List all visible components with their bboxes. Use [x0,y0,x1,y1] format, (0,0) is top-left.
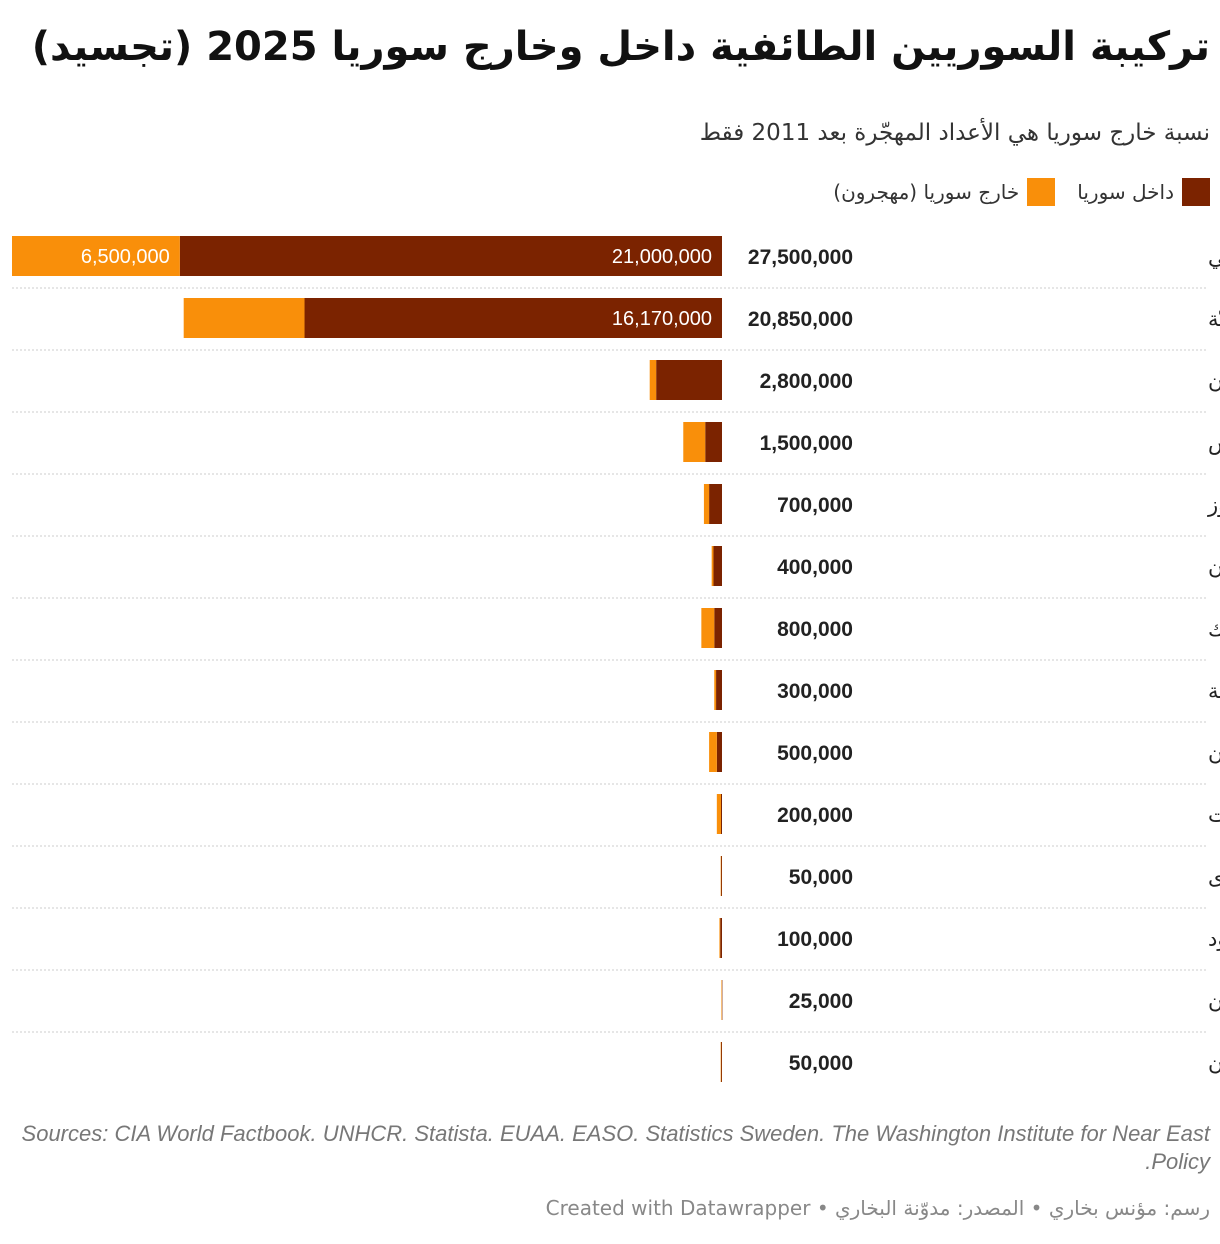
legend-swatch-inside [1182,178,1210,206]
total-label-1: 20,850,000 [748,308,853,331]
total-label-6: 800,000 [777,618,853,641]
bar-inside-13 [720,1042,722,1082]
bar-inside-5 [713,546,722,586]
total-label-13: 50,000 [789,1052,853,1075]
bar-outside-3 [683,422,706,462]
chart-subtitle: نسبة خارج سوريا هي الأعداد المهجّرة بعد … [699,120,1210,146]
legend-label-outside: خارج سوريا (مهجرون) [833,180,1020,204]
bar-outside-8 [709,732,717,772]
total-label-10: 50,000 [789,866,853,889]
total-label-12: 25,000 [789,990,853,1013]
bar-inside-6 [714,608,722,648]
bar-inside-1 [304,298,722,338]
bar-chart: 21,000,000 6,500,000 27,500,000 الإجمالي 16,… [12,236,1220,1082]
total-label-0: 27,500,000 [748,246,853,269]
category-label-5: المسلمون الإسماعيليون [1208,555,1220,579]
category-label-8: المسيحيون الآشوريون [1208,741,1220,765]
bar-inside-3 [705,422,722,462]
total-label-2: 2,800,000 [760,370,853,393]
bar-outside-6 [701,608,715,648]
bar-inside-9 [720,794,722,834]
bar-outside-13 [720,1042,722,1082]
total-label-3: 1,500,000 [760,432,853,455]
category-label-6: المسيحيون الكاثوليك [1208,617,1220,641]
category-label-1: المسلمون السنّة [1208,307,1220,331]
total-label-7: 300,000 [777,680,853,703]
category-label-7: المسلمون الشيعة الاثنا عشرية [1208,679,1220,703]
legend-item-outside: خارج سوريا (مهجرون) [833,178,1056,206]
total-label-4: 700,000 [777,494,853,517]
category-label-11: اليهود [1208,927,1220,951]
bar-inside-7 [716,670,722,710]
legend-swatch-outside [1027,178,1056,206]
bar-outside-label-0: 6,500,000 [81,246,170,268]
bar-inside-11 [720,918,722,958]
total-label-11: 100,000 [777,928,853,951]
bar-outside-2 [649,360,657,400]
category-label-4: الدروز [1207,493,1220,517]
sources-note: Sources: CIA World Factbook. UNHCR. Stat… [21,1121,1210,1174]
bar-inside-10 [720,856,722,896]
bar-outside-12 [721,980,722,1020]
bar-outside-4 [703,484,710,524]
credit-footer: رسم: مؤنس بخاري • المصدر: مدوّنة البخاري… [545,1196,1210,1220]
bar-outside-5 [711,546,714,586]
category-label-13: اليزيديون [1208,1051,1220,1075]
bar-outside-11 [719,918,721,958]
total-label-9: 200,000 [777,804,853,827]
legend-item-inside: داخل سوريا [1077,178,1210,206]
bar-outside-9 [716,794,721,834]
bar-inside-8 [716,732,722,772]
bar-outside-10 [720,856,722,896]
bar-outside-7 [714,670,717,710]
bar-inside-4 [709,484,722,524]
bar-inside-label-1: 16,170,000 [612,308,712,330]
bar-inside-0 [179,236,722,276]
chart-title: تركيبة السوريين الطائفية داخل وخارج سوري… [31,24,1210,70]
bar-outside-0 [12,236,180,276]
total-label-5: 400,000 [777,556,853,579]
bar-inside-2 [656,360,722,400]
bar-outside-1 [183,298,305,338]
category-label-10: أديان وطوائف أخرى [1208,863,1220,889]
category-label-12: المرشديون [1208,989,1220,1013]
category-label-3: المسيحيون الأرثوذكس [1208,430,1220,455]
category-label-2: العلويون [1208,369,1220,393]
category-label-9: المسيحيون البروتستانت [1208,803,1220,827]
category-label-0: الإجمالي [1208,245,1220,269]
bar-inside-label-0: 21,000,000 [612,246,712,268]
bar-inside-12 [721,980,723,1020]
legend: داخل سوريا خارج سوريا (مهجرون) [811,178,1210,206]
total-label-8: 500,000 [777,742,853,765]
legend-label-inside: داخل سوريا [1077,180,1174,204]
